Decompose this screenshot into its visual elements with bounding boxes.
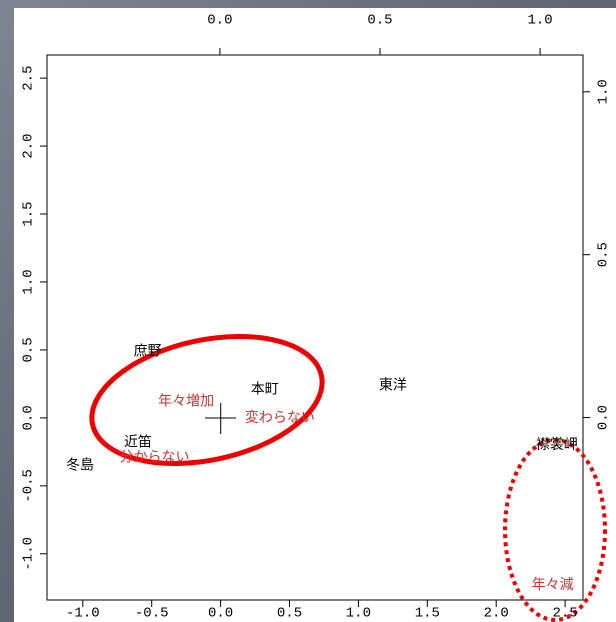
x-tick-label: 1.0	[346, 606, 371, 622]
y-tick-label: 1.0	[21, 269, 37, 294]
point-label: 冬島	[66, 457, 94, 473]
point-label: 近笛	[124, 434, 152, 450]
point-label: 庶野	[134, 343, 162, 359]
point-label: 変わらない	[245, 409, 315, 426]
y-tick-label: -0.5	[21, 469, 37, 503]
y-tick-label: 0.5	[21, 337, 37, 362]
y2-tick-label: 0.5	[596, 242, 612, 267]
x-tick-label: 2.0	[484, 606, 509, 622]
plot-box	[46, 54, 584, 601]
y-tick-label: 0.0	[21, 405, 37, 430]
x2-tick-label: 1.0	[527, 13, 552, 29]
x-tick-label: 2.5	[552, 606, 577, 622]
highlight-ellipse	[503, 438, 607, 622]
x-tick-label: 0.5	[277, 606, 302, 622]
point-label: 襟裳岬	[536, 437, 578, 453]
y-tick-label: -1.0	[21, 537, 37, 571]
plot-panel	[14, 8, 616, 622]
y-tick-label: 1.5	[21, 201, 37, 226]
x-tick-label: 0.0	[208, 606, 233, 622]
y-tick-label: 2.0	[21, 133, 37, 158]
x-tick-label: 1.5	[415, 606, 440, 622]
y2-tick-label: 0.0	[596, 405, 612, 430]
y2-tick-label: 1.0	[596, 79, 612, 104]
y-tick-label: 2.5	[21, 65, 37, 90]
highlight-ellipse	[89, 333, 325, 467]
x-tick-label: -0.5	[135, 606, 169, 622]
point-label: 分からない	[119, 449, 189, 465]
x2-tick-label: 0.5	[367, 13, 392, 29]
point-label: 東洋	[379, 377, 407, 393]
point-label: 本町	[251, 381, 279, 397]
point-label: 年々増加	[158, 394, 214, 410]
x-tick-label: -1.0	[66, 606, 100, 622]
point-label: 年々減	[532, 576, 574, 593]
x2-tick-label: 0.0	[207, 13, 232, 29]
